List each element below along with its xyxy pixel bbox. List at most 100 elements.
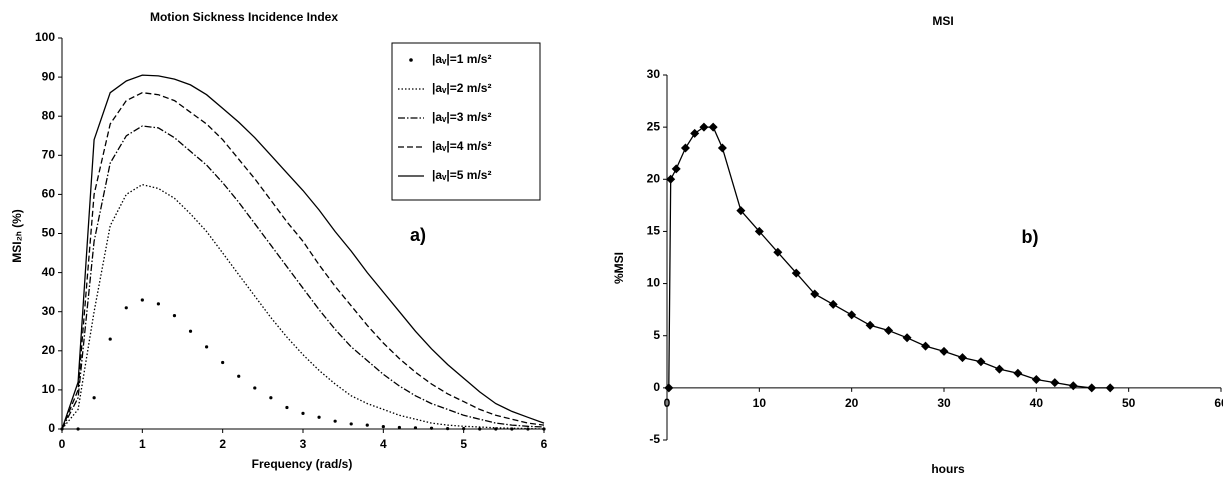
data-point (253, 386, 257, 390)
data-point (269, 396, 273, 400)
data-point (717, 143, 727, 153)
data-point (156, 302, 160, 306)
data-point (664, 383, 674, 393)
data-point (221, 360, 225, 365)
y-tick-label: 90 (42, 69, 56, 83)
data-point (349, 422, 353, 426)
data-point (108, 337, 112, 341)
y-tick-label: 60 (42, 187, 56, 201)
data-point (446, 427, 450, 431)
legend-label: |aᵥ|=5 m/s² (432, 168, 491, 182)
data-point (188, 329, 193, 333)
data-point (828, 299, 838, 309)
x-tick-label: 4 (380, 437, 387, 451)
data-point (365, 423, 369, 427)
x-tick-label: 60 (1214, 396, 1223, 410)
y-tick-label: -5 (649, 432, 660, 446)
data-point (902, 333, 912, 343)
legend-label: |aᵥ|=1 m/s² (432, 52, 491, 66)
data-point (172, 314, 177, 318)
data-point (76, 427, 80, 431)
data-point (690, 128, 700, 138)
legend-label: |aᵥ|=2 m/s² (432, 81, 491, 95)
data-point (333, 419, 337, 423)
data-point (1031, 375, 1041, 385)
x-tick-label: 2 (219, 437, 226, 451)
y-tick-label: 50 (42, 226, 56, 240)
data-point (921, 341, 931, 351)
y-axis-label: MSI₂ₕ (%) (10, 209, 24, 263)
data-point (708, 122, 718, 132)
data-point (317, 415, 321, 419)
x-tick-label: 5 (460, 437, 467, 451)
legend-label: |aᵥ|=3 m/s² (432, 110, 491, 124)
data-point (791, 268, 801, 278)
data-point (773, 247, 783, 257)
x-tick-label: 20 (845, 396, 859, 410)
data-point (140, 298, 144, 302)
data-point (736, 206, 746, 216)
data-point (671, 164, 681, 174)
legend-swatch (409, 58, 413, 62)
data-point (1087, 383, 1097, 393)
data-point (92, 396, 96, 400)
y-tick-label: 30 (647, 67, 661, 81)
y-tick-label: 15 (647, 224, 661, 238)
series-line (61, 74, 545, 430)
data-point (957, 353, 967, 363)
x-tick-label: 0 (59, 437, 66, 451)
legend-label: |aᵥ|=4 m/s² (432, 139, 491, 153)
data-point (381, 425, 385, 429)
data-point (754, 226, 764, 236)
chart-title: MSI (932, 14, 953, 28)
y-tick-label: 10 (647, 276, 661, 290)
data-point (301, 411, 305, 415)
data-point (939, 346, 949, 356)
data-point (462, 427, 466, 431)
data-point (542, 427, 546, 431)
x-tick-label: 50 (1122, 396, 1136, 410)
x-tick-label: 40 (1030, 396, 1044, 410)
series-line (61, 125, 545, 430)
y-tick-label: 70 (42, 147, 56, 161)
x-tick-label: 3 (300, 437, 307, 451)
x-tick-label: 0 (664, 396, 671, 410)
x-tick-label: 10 (753, 396, 767, 410)
data-point (1105, 383, 1115, 393)
x-axis-label: hours (931, 462, 965, 476)
data-point (1068, 381, 1078, 391)
data-point (699, 122, 709, 132)
data-point (884, 326, 894, 335)
data-point (429, 426, 434, 430)
y-axis-label: %MSI (612, 252, 626, 284)
data-point (847, 310, 857, 320)
data-point (680, 143, 690, 153)
y-tick-label: 20 (42, 343, 56, 357)
data-point (397, 425, 401, 430)
x-tick-label: 6 (541, 437, 548, 451)
y-tick-label: 5 (653, 328, 660, 342)
data-point (1050, 378, 1060, 388)
y-tick-label: 100 (35, 30, 55, 44)
y-tick-label: 30 (42, 304, 56, 318)
annotation: b) (1022, 227, 1039, 247)
y-tick-label: 10 (42, 382, 56, 396)
data-point (1013, 368, 1023, 378)
data-point (285, 405, 289, 410)
series-line (668, 126, 1111, 389)
data-point (865, 320, 875, 330)
y-tick-label: 20 (647, 171, 661, 185)
series-line (61, 183, 545, 430)
y-tick-label: 0 (48, 421, 55, 435)
data-point (666, 174, 676, 184)
x-axis-label: Frequency (rad/s) (252, 457, 353, 471)
legend-box (391, 42, 541, 201)
series-line (61, 92, 545, 430)
data-point (810, 289, 820, 299)
y-tick-label: 25 (647, 119, 661, 133)
data-point (994, 364, 1004, 374)
data-point (478, 427, 482, 431)
y-tick-label: 40 (42, 265, 56, 279)
